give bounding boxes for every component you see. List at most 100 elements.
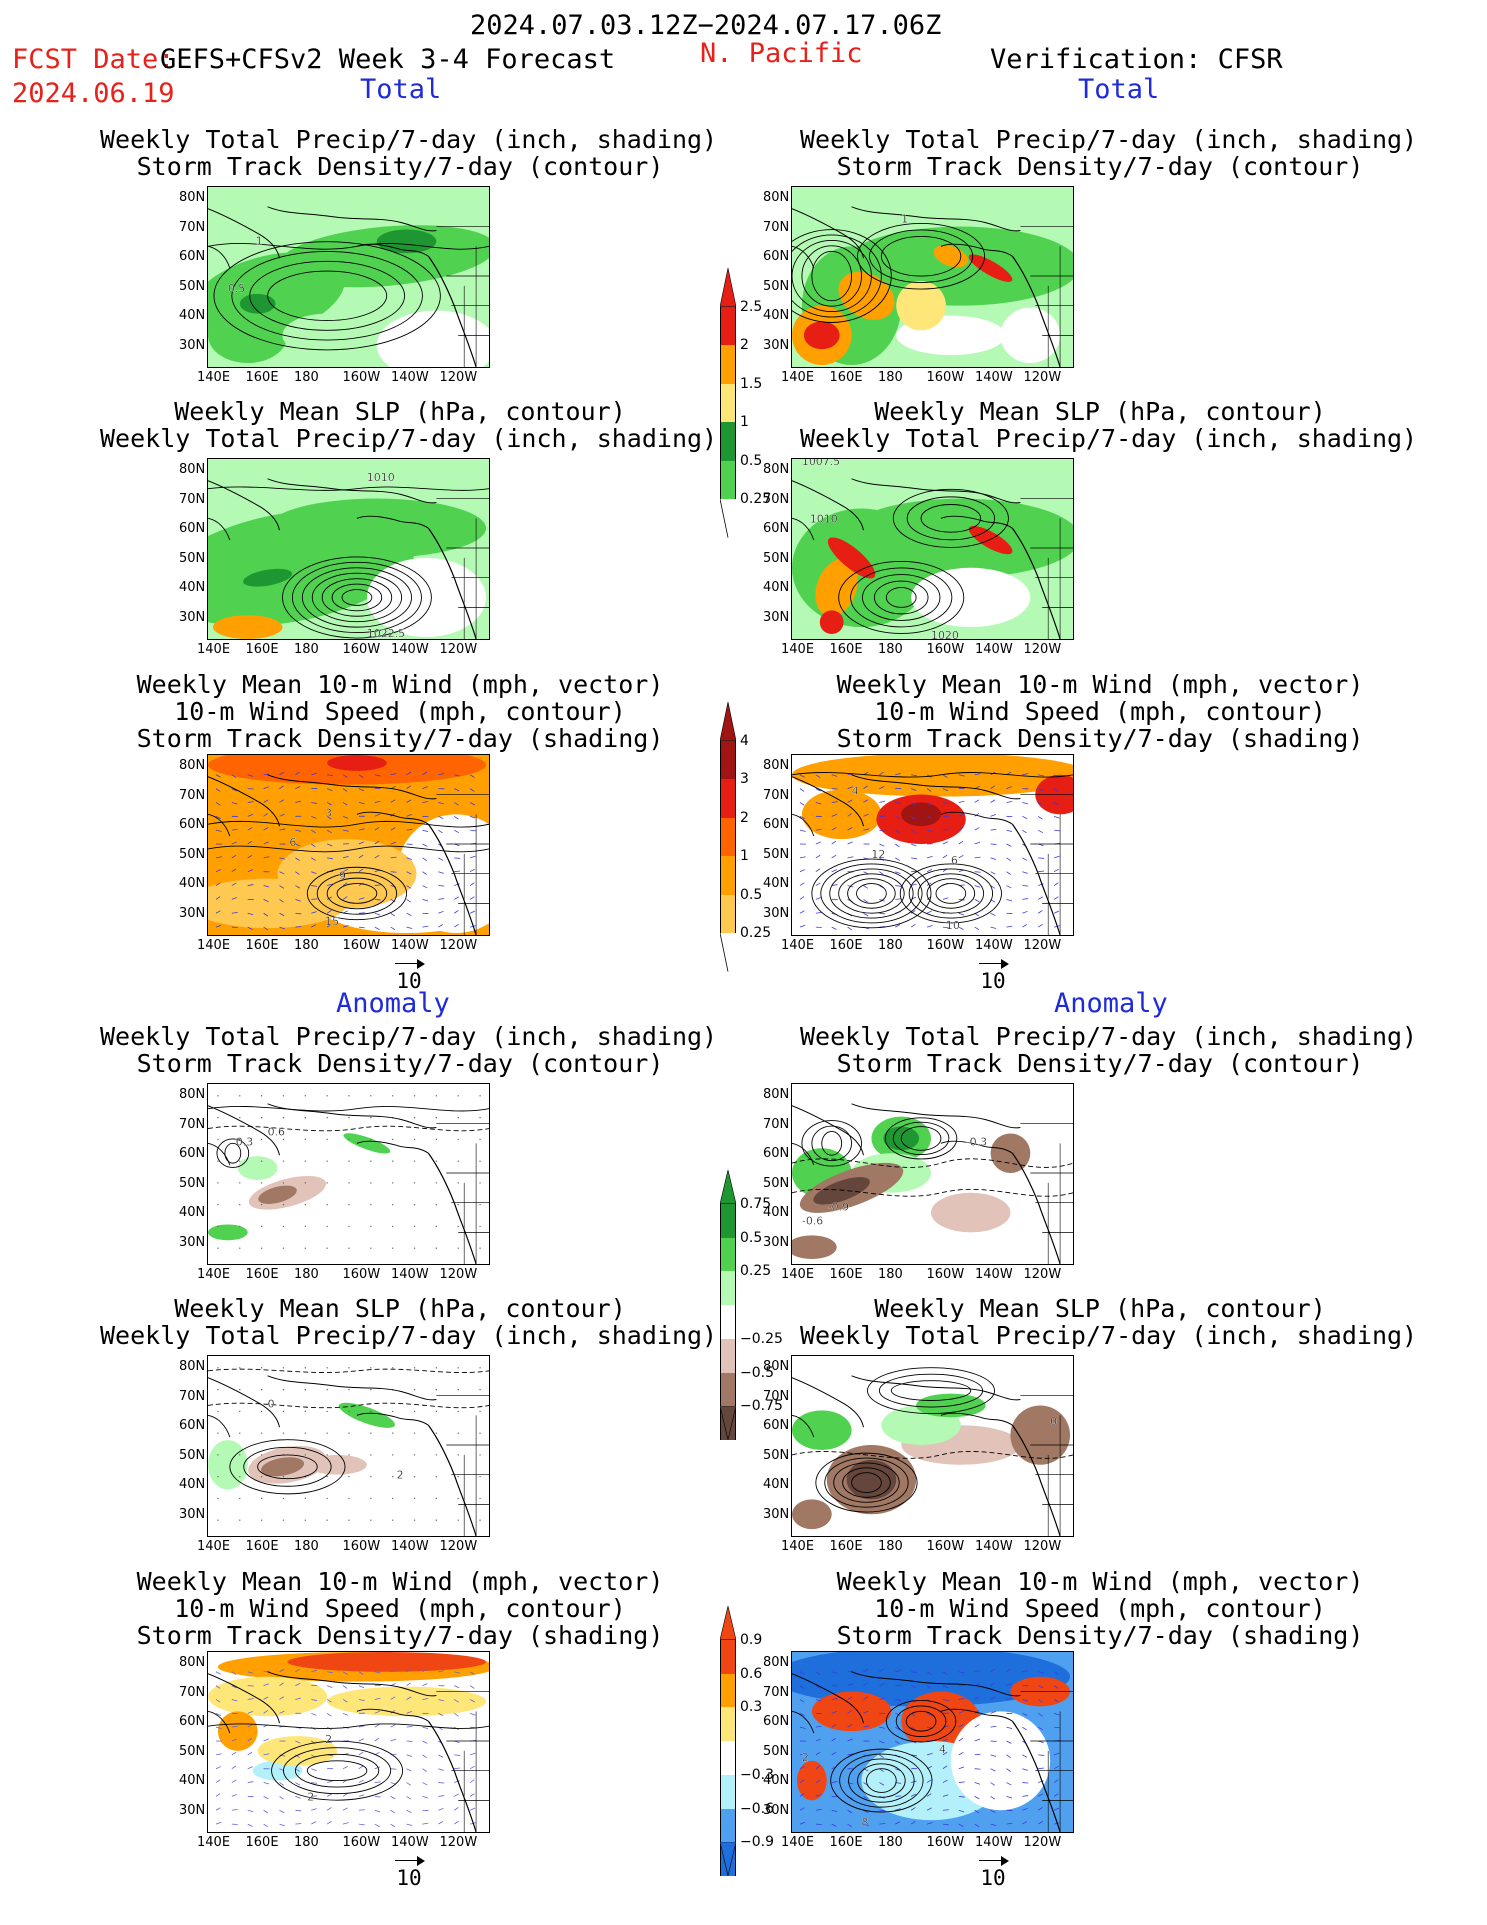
colorbar-label: 0.3 <box>740 1699 763 1716</box>
lat-tick-label: 40N <box>179 1477 206 1492</box>
lat-tick-label: 70N <box>179 1684 206 1700</box>
colorbar-segment <box>720 1237 736 1272</box>
lon-tick-label: 140W <box>391 642 429 657</box>
contour-label: 1010 <box>810 512 838 525</box>
lon-tick-label: 160E <box>245 1539 279 1554</box>
colorbar-label: 2.5 <box>740 298 763 315</box>
section-anomaly-right: Anomaly <box>1054 988 1168 1019</box>
colorbar-top-arrow <box>720 1606 736 1640</box>
colorbar-segment <box>720 1203 736 1238</box>
colorbar-bottom-arrow <box>720 1406 736 1440</box>
colorbar-label: 1.5 <box>740 375 763 392</box>
contour-label: 0 <box>268 1397 275 1410</box>
colorbar-label: 0.25 <box>740 925 772 942</box>
colorbar-label: 3 <box>740 771 749 788</box>
contour-label: 9 <box>339 870 346 883</box>
arrow-right-icon <box>389 959 429 969</box>
colorbar-label: 0.5 <box>740 1229 763 1246</box>
panel-title-forecast-6-line-1: Weekly Mean 10-m Wind (mph, vector) <box>136 1567 664 1596</box>
contour-label: -0.9 <box>828 1201 849 1214</box>
map-verification-5: 0 <box>791 1355 1074 1537</box>
panel-title-verification-6-line-2: 10-m Wind Speed (mph, contour) <box>874 1594 1326 1623</box>
lon-tick-label: 140W <box>975 1267 1013 1282</box>
lat-tick-label: 60N <box>763 1146 790 1161</box>
lon-tick-label: 120W <box>439 938 478 953</box>
lat-tick-label: 60N <box>763 521 790 536</box>
lat-tick-label: 60N <box>179 249 206 264</box>
colorbar-segment <box>720 1271 736 1305</box>
lat-tick-label: 70N <box>763 787 790 803</box>
section-anomaly-left: Anomaly <box>336 988 450 1019</box>
panel-title-verification-5-line-1: Weekly Mean SLP (hPa, contour) <box>874 1294 1326 1323</box>
lat-tick-label: 70N <box>179 1388 206 1404</box>
lat-tick-label: 30N <box>179 1506 206 1522</box>
lon-tick-label: 160E <box>829 938 863 953</box>
lon-tick-label: 160W <box>926 370 965 385</box>
panel-title-forecast-1-line-2: Storm Track Density/7-day (contour) <box>136 152 664 181</box>
lat-tick-label: 60N <box>763 249 790 264</box>
lon-tick-label: 140E <box>781 938 815 953</box>
colorbar-3 <box>720 1170 736 1440</box>
lat-tick-label: 80N <box>179 758 206 773</box>
colorbar-label: −0.9 <box>740 1834 774 1851</box>
lat-tick-label: 50N <box>763 1175 790 1191</box>
colorbar-label: 1 <box>740 414 749 431</box>
colorbar-label: 0.9 <box>740 1631 763 1648</box>
lat-tick-label: 80N <box>179 1359 206 1374</box>
lon-tick-label: 160W <box>342 1835 381 1850</box>
lon-tick-label: 160E <box>245 938 279 953</box>
lat-tick-label: 50N <box>763 1743 790 1759</box>
contour-label: 1 <box>256 234 263 247</box>
lon-tick-label: 140E <box>781 1267 815 1282</box>
colorbar-1 <box>720 268 736 538</box>
lat-tick-label: 30N <box>179 1234 206 1250</box>
lat-tick-label: 50N <box>179 846 206 862</box>
colorbar-label: 2 <box>740 809 749 826</box>
colorbar-label: 0.5 <box>740 452 763 469</box>
lat-tick-label: 60N <box>179 817 206 832</box>
panel-title-verification-3-line-2: 10-m Wind Speed (mph, contour) <box>874 697 1326 726</box>
colorbar-2 <box>720 702 736 972</box>
lat-tick-label: 60N <box>179 521 206 536</box>
contour-label: 4 <box>939 1743 946 1756</box>
lat-tick-label: 50N <box>179 1175 206 1191</box>
lat-tick-label: 60N <box>763 817 790 832</box>
lat-tick-label: 50N <box>763 550 790 566</box>
lat-tick-label: 60N <box>763 1714 790 1729</box>
lon-tick-label: 160W <box>342 642 381 657</box>
lon-tick-label: 140E <box>197 938 231 953</box>
lat-tick-label: 50N <box>179 1743 206 1759</box>
vector-reference-value: 10 <box>396 969 422 993</box>
map-forecast-1: 1 0.5 <box>207 186 490 368</box>
panel-title-forecast-6-line-3: Storm Track Density/7-day (shading) <box>136 1621 664 1650</box>
contour-label: 2 <box>397 1469 404 1482</box>
map-verification-3: 4 12 6 10 <box>791 754 1074 936</box>
colorbar-label: −0.3 <box>740 1766 774 1783</box>
lat-tick-label: 30N <box>179 905 206 921</box>
lon-tick-label: 180 <box>294 938 319 953</box>
lon-tick-label: 120W <box>439 370 478 385</box>
lat-tick-label: 50N <box>179 1447 206 1463</box>
lon-tick-label: 140W <box>975 1539 1013 1554</box>
colorbar-label: 0.6 <box>740 1665 763 1682</box>
lon-tick-label: 180 <box>878 1835 903 1850</box>
section-total-right: Total <box>1078 74 1160 105</box>
panel-title-forecast-2-line-2: Weekly Total Precip/7-day (inch, shading… <box>100 424 718 453</box>
lat-tick-label: 70N <box>179 787 206 803</box>
contour-label: 0.6 <box>268 1125 285 1138</box>
map-forecast-3: 3 6 9 15 <box>207 754 490 936</box>
lat-tick-label: 40N <box>763 308 790 323</box>
lat-tick-label: 30N <box>179 609 206 625</box>
forecast-period: 2024.07.03.12Z−2024.07.17.06Z <box>470 10 942 41</box>
lon-tick-label: 140E <box>781 1539 815 1554</box>
lat-tick-label: 30N <box>763 1802 790 1818</box>
lon-tick-label: 120W <box>1023 642 1062 657</box>
lat-tick-label: 30N <box>179 1802 206 1818</box>
verification-label: Verification: CFSR <box>990 44 1283 75</box>
panel-title-verification-1-line-2: Storm Track Density/7-day (contour) <box>836 152 1364 181</box>
lon-tick-label: 140W <box>391 1539 429 1554</box>
lon-tick-label: 140E <box>197 1539 231 1554</box>
vector-reference-value: 10 <box>980 1866 1006 1890</box>
lon-tick-label: 160E <box>245 1267 279 1282</box>
